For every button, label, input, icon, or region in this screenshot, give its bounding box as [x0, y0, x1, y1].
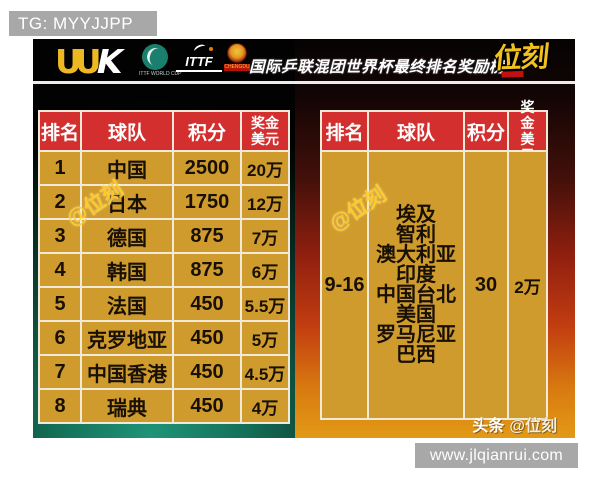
team-item: 美国 — [396, 304, 436, 326]
brand-red-bar — [501, 70, 524, 78]
right-ranking-table: 排名 球队 积分 奖金美元 9-16 埃及 智利 澳大利亚 印度 中国台北 美国… — [320, 99, 548, 420]
worldcup-circle-icon — [142, 44, 168, 70]
col-header-rank: 排名 — [322, 112, 367, 150]
team-item: 巴西 — [396, 344, 436, 366]
rank-cell: 8 — [40, 390, 80, 422]
ittf-underline — [176, 70, 222, 72]
tg-label: TG: MYYJJPP — [18, 13, 134, 33]
prize-cell: 6万 — [242, 254, 288, 286]
credit-line: 头条 @位刻 — [472, 412, 557, 436]
rank-cell: 6 — [40, 322, 80, 354]
team-item: 中国台北 — [376, 284, 456, 306]
col-header-points: 积分 — [174, 112, 240, 150]
team-cell: 瑞典 — [82, 390, 172, 422]
website-url: www.jlqianrui.com — [429, 446, 564, 464]
uuk-logo: UU K — [55, 42, 126, 81]
team-cell: 中国 — [82, 152, 172, 184]
col-header-team: 球队 — [82, 112, 172, 150]
col-header-points: 积分 — [465, 112, 507, 150]
team-item: 埃及 — [396, 204, 436, 226]
header-divider — [33, 81, 575, 84]
team-cell: 德国 — [82, 220, 172, 252]
points-cell: 450 — [174, 322, 240, 354]
ittf-logo: ITTF — [176, 42, 222, 72]
credit-prefix: 头条 — [472, 418, 505, 435]
ittf-wordmark: ITTF — [185, 54, 213, 69]
points-cell: 2500 — [174, 152, 240, 184]
col-header-rank: 排名 — [40, 112, 80, 150]
team-cell: 韩国 — [82, 254, 172, 286]
prize-cell: 12万 — [242, 186, 288, 218]
team-list-cell: 埃及 智利 澳大利亚 印度 中国台北 美国 罗马尼亚 巴西 — [369, 152, 463, 418]
chengdu-caption: CHENGDU — [224, 64, 250, 71]
website-url-bar: www.jlqianrui.com — [415, 443, 578, 468]
prize-cell: 5.5万 — [242, 288, 288, 320]
rank-range-cell: 9-16 — [322, 152, 367, 418]
team-cell: 法国 — [82, 288, 172, 320]
prize-cell: 4万 — [242, 390, 288, 422]
col-header-prize: 奖金美元 — [242, 112, 288, 150]
points-cell: 30 — [465, 152, 507, 418]
team-item: 印度 — [396, 264, 436, 286]
prize-cell: 7万 — [242, 220, 288, 252]
prize-cell: 2万 — [509, 152, 546, 418]
ball-icon — [209, 47, 213, 51]
team-cell: 克罗地亚 — [82, 322, 172, 354]
player-silhouette-icon — [176, 42, 222, 56]
rank-cell: 1 — [40, 152, 80, 184]
uuk-logo-white: K — [92, 42, 127, 81]
prize-cell: 20万 — [242, 152, 288, 184]
left-ranking-table: 排名 球队 积分 奖金美元 1 中国 2500 20万 2 日本 1750 12… — [38, 110, 290, 424]
rank-cell: 5 — [40, 288, 80, 320]
col-header-team: 球队 — [369, 112, 463, 150]
points-cell: 875 — [174, 254, 240, 286]
brand-logo: 位刻 — [492, 41, 550, 78]
team-cell: 中国香港 — [82, 356, 172, 388]
points-cell: 450 — [174, 288, 240, 320]
rank-cell: 3 — [40, 220, 80, 252]
team-item: 罗马尼亚 — [376, 324, 456, 346]
rank-cell: 7 — [40, 356, 80, 388]
credit-handle: @位刻 — [509, 418, 557, 435]
points-cell: 450 — [174, 390, 240, 422]
tg-label-box: TG: MYYJJPP — [9, 11, 157, 36]
ittf-worldcup-logo: ITTF WORLD CUP — [139, 44, 182, 77]
chengdu-emblem-icon — [227, 43, 247, 63]
rank-cell: 4 — [40, 254, 80, 286]
col-header-prize: 奖金美元 — [509, 99, 546, 163]
rank-cell: 2 — [40, 186, 80, 218]
uuk-logo-yellow: UU — [55, 42, 102, 81]
poster-title: 国际乒联混团世界杯最终排名奖励榜 — [249, 59, 506, 76]
team-item: 澳大利亚 — [376, 244, 456, 266]
worldcup-caption: ITTF WORLD CUP — [139, 71, 182, 77]
prize-cell: 4.5万 — [242, 356, 288, 388]
prize-cell: 5万 — [242, 322, 288, 354]
points-cell: 1750 — [174, 186, 240, 218]
chengdu-emblem: CHENGDU — [224, 43, 250, 71]
points-cell: 875 — [174, 220, 240, 252]
poster: UU K ITTF WORLD CUP ITTF CHENGDU 国际乒联混团世… — [33, 39, 575, 438]
team-item: 智利 — [396, 224, 436, 246]
points-cell: 450 — [174, 356, 240, 388]
team-cell: 日本 — [82, 186, 172, 218]
